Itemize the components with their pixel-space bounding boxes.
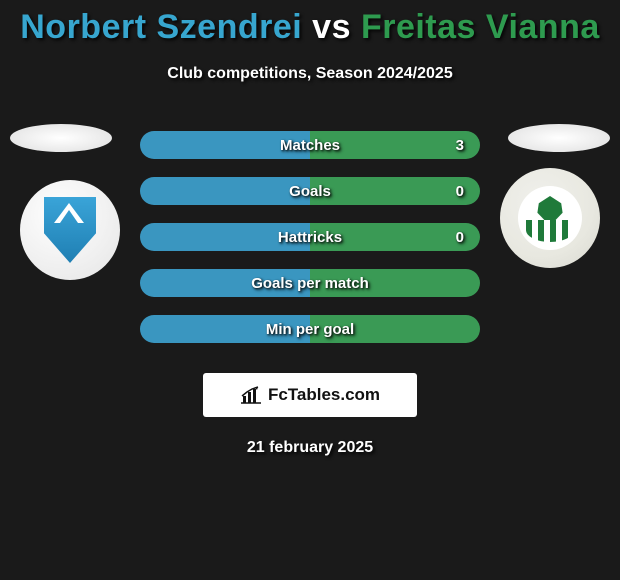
bar-chart-icon [240, 386, 262, 404]
brand-label: FcTables.com [268, 385, 380, 405]
date-label: 21 february 2025 [0, 439, 620, 457]
subtitle: Club competitions, Season 2024/2025 [0, 65, 620, 83]
player1-avatar [10, 124, 112, 152]
club-bird-icon [536, 196, 564, 220]
player1-club-badge [20, 180, 120, 280]
stat-row-goals-per-match: Goals per match [140, 269, 480, 297]
club-shield-icon [44, 197, 96, 263]
page-title: Norbert Szendrei vs Freitas Vianna [0, 0, 620, 47]
stats-container: Matches 3 Goals 0 Hattricks 0 Goals per … [140, 131, 480, 343]
brand-box: FcTables.com [203, 373, 417, 417]
stat-row-matches: Matches 3 [140, 131, 480, 159]
player2-avatar [508, 124, 610, 152]
stat-row-min-per-goal: Min per goal [140, 315, 480, 343]
stat-right-value: 3 [456, 137, 464, 154]
player1-name: Norbert Szendrei [20, 8, 302, 46]
club-stripes-icon [526, 220, 574, 242]
stat-label: Min per goal [266, 321, 354, 338]
stat-right-value: 0 [456, 229, 464, 246]
stat-right-value: 0 [456, 183, 464, 200]
stat-row-goals: Goals 0 [140, 177, 480, 205]
player2-name: Freitas Vianna [361, 8, 600, 46]
stat-label: Goals [289, 183, 331, 200]
stat-label: Hattricks [278, 229, 342, 246]
player2-club-badge [500, 168, 600, 268]
stat-row-hattricks: Hattricks 0 [140, 223, 480, 251]
stat-label: Goals per match [251, 275, 369, 292]
vs-separator: vs [312, 8, 351, 46]
stat-label: Matches [280, 137, 340, 154]
